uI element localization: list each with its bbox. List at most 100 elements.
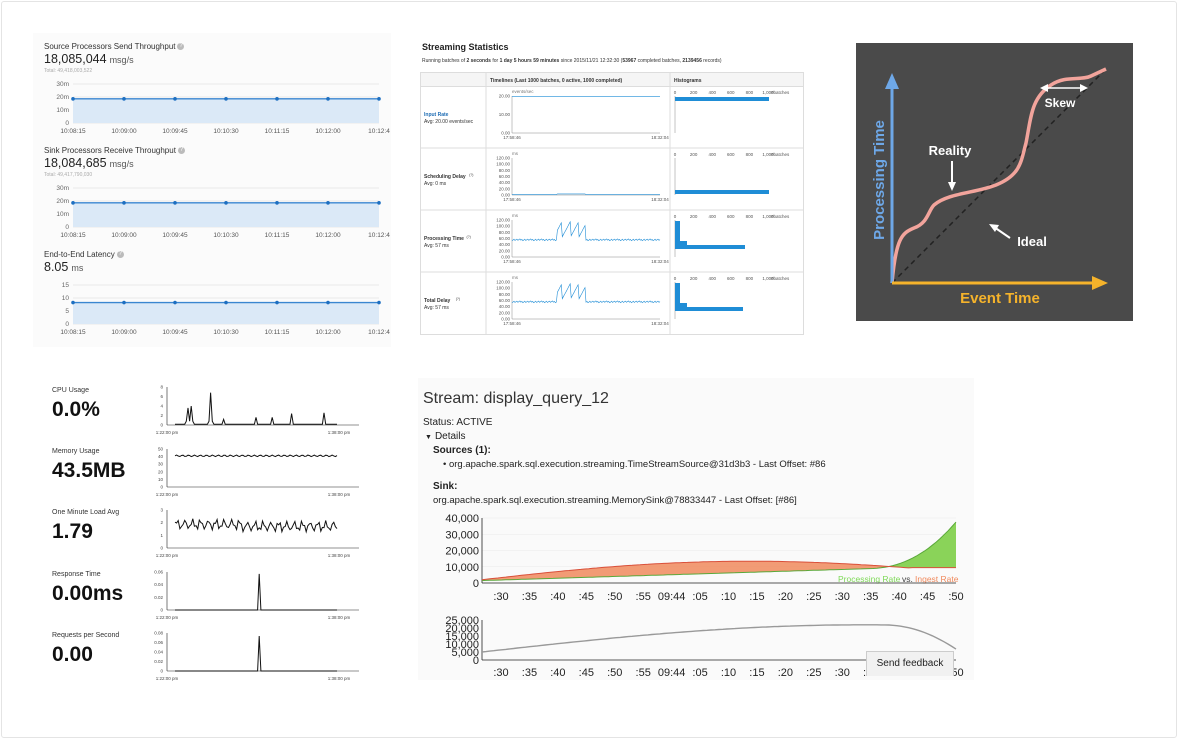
x-tick-label: 10:09:00 [111, 128, 137, 135]
x-tick-label: 10:08:15 [60, 128, 86, 135]
data-point [377, 97, 381, 101]
send-throughput-value: 18,085,044 msg/s [44, 52, 134, 66]
sparkline-start: 1:22:00 pm [156, 676, 179, 681]
cpu-usage-label: CPU Usage [52, 387, 89, 394]
timeline-y-tick: 60.00 [499, 298, 511, 303]
help-icon[interactable]: ? [177, 43, 185, 51]
rate-x-tick: :45 [920, 591, 935, 603]
x-tick-label: 10:12:4 [368, 232, 390, 239]
rate-x-tick: :30 [835, 591, 850, 603]
data-point [377, 201, 381, 205]
timeline-series [512, 193, 660, 195]
sparkline-y-tick: 0 [160, 608, 163, 613]
diagram-background [856, 43, 1133, 321]
x-tick-label: 10:12:4 [368, 128, 390, 135]
send-feedback-button[interactable]: Send feedback [866, 651, 954, 676]
stream-status: Status: ACTIVE [423, 417, 493, 428]
metric-name: Scheduling Delay [424, 174, 466, 180]
data-point [122, 97, 126, 101]
rate-y-tick: 0 [473, 578, 479, 590]
load-avg-chart: 3 2 1 0 1:22:00 pm 1:38:00 pm [156, 508, 359, 558]
sparkline-end: 1:38:00 pm [328, 430, 351, 435]
processing-rate-line [481, 521, 957, 582]
sparkline-y-tick: 0.04 [154, 650, 163, 655]
reality-curve [890, 67, 1107, 284]
caret-down-icon: ▼ [425, 434, 432, 441]
cpu-usage-value: 0.0% [52, 398, 100, 421]
cpu-usage-chart: 8 6 4 2 0 1:22:00 pm 1:38:00 pm [156, 385, 359, 435]
hist-tick: 0 [674, 214, 677, 219]
x-tick-label: 10:08:15 [60, 232, 86, 239]
hist-tick: 1,000 [762, 214, 774, 219]
rate-x-tick: :40 [550, 591, 565, 603]
receive-throughput-chart: 30m 20m 10m 010:08:15 10:09:00 10:09:45 10:10:… [56, 185, 390, 239]
timeline-y-tick: 20.00 [499, 310, 511, 315]
hist-tick: 1,000 [762, 276, 774, 281]
x-tick-label: 10:10:30 [213, 329, 239, 336]
help-icon[interactable]: ? [177, 147, 185, 155]
batch-x-tick: :05 [692, 667, 707, 679]
batch-series-line [481, 624, 957, 653]
help-mark: (?) [469, 173, 473, 177]
hist-tick: 800 [746, 214, 754, 219]
hist-tick: 600 [727, 90, 735, 95]
hist-tick: 200 [690, 214, 698, 219]
batch-y-tick: 25,000 [445, 615, 479, 627]
hist-tick: 200 [690, 276, 698, 281]
timeline-y-tick: 80.00 [499, 230, 511, 235]
rate-x-tick: :30 [493, 591, 508, 603]
area-fill [73, 202, 379, 227]
sparkline-start: 1:22:00 pm [156, 492, 179, 497]
sparkline-y-tick: 1 [160, 533, 163, 538]
data-point [224, 201, 228, 205]
send-throughput-chart: 30m 20m 10m 010:08:15 10:09:00 10:09:45 10:10:… [56, 81, 390, 135]
hist-unit: #batches [771, 152, 790, 157]
table-border [420, 72, 804, 335]
batch-x-tick: :30 [493, 667, 508, 679]
help-icon[interactable]: ? [116, 251, 124, 259]
ideal-arrow-icon [989, 224, 999, 232]
details-toggle[interactable]: ▼ Details [425, 431, 466, 442]
memory-usage-label: Memory Usage [52, 448, 100, 455]
response-time-value: 0.00ms [52, 582, 124, 605]
hist-unit: #batches [771, 214, 790, 219]
hist-unit: #batches [771, 276, 790, 281]
batch-x-tick: :50 [607, 667, 622, 679]
reality-arrow-icon [948, 182, 956, 191]
timeline-series [511, 220, 661, 242]
receive-throughput-title: Sink Processors Receive Throughput? [44, 146, 185, 155]
rate-x-tick: :25 [806, 591, 821, 603]
timeline-start: 17:58:46 [503, 259, 521, 264]
sparkline-series [175, 392, 337, 425]
hist-tick: 0 [674, 276, 677, 281]
reality-label: Reality [929, 143, 972, 158]
send-throughput-title: Source Processors Send Throughput? [44, 42, 185, 51]
y-tick-label: 20m [56, 94, 69, 101]
y-axis-arrow-icon [885, 73, 899, 89]
x-tick-label: 10:09:45 [162, 329, 188, 336]
y-tick-label: 10m [56, 107, 69, 114]
hist-bar [675, 245, 745, 249]
legend-processing: Processing Rate [838, 574, 901, 584]
metric-average: Avg: 20.00 events/sec [424, 119, 474, 125]
area-fill [73, 98, 379, 123]
y-axis-label: Processing Time [871, 120, 888, 240]
hist-bar [675, 221, 680, 241]
sparkline-y-tick: 0 [160, 423, 163, 428]
sparkline-y-tick: 50 [158, 447, 164, 452]
data-point [122, 201, 126, 205]
sparkline-y-tick: 6 [160, 394, 163, 399]
rate-y-tick: 30,000 [445, 529, 479, 541]
help-mark: (?) [456, 297, 460, 301]
data-point [71, 300, 75, 305]
batch-x-tick: :35 [522, 667, 537, 679]
timeline-y-tick: 0.00 [501, 131, 510, 136]
batch-x-tick: :10 [721, 667, 736, 679]
skew-right-arrow-icon [1080, 84, 1088, 92]
data-point [173, 300, 177, 305]
x-axis-arrow-icon [1092, 276, 1108, 290]
rate-x-tick: :50 [948, 591, 963, 603]
data-point [326, 97, 330, 101]
sparkline-start: 1:22:00 pm [156, 553, 179, 558]
y-tick-label: 10 [62, 295, 70, 302]
